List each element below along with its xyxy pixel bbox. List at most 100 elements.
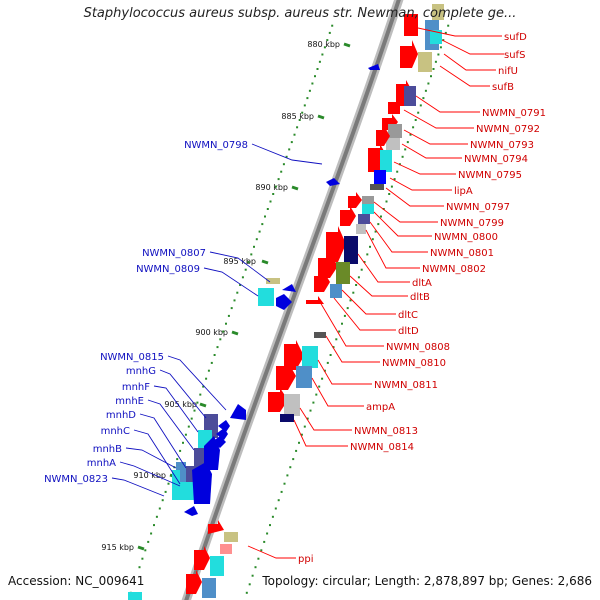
- outer-tick-dot-33: [374, 230, 377, 233]
- inner-tick-dot-62: [176, 458, 179, 461]
- major-tick-905: [199, 402, 207, 408]
- outer-tick-dot-65: [283, 482, 286, 485]
- label-NWMN_0813: NWMN_0813: [354, 426, 418, 437]
- label-NWMN_0798: NWMN_0798: [184, 140, 248, 151]
- leader-NWMN_0792: [403, 109, 474, 129]
- inner-tick-dot-69: [155, 515, 158, 518]
- gene-dltB: [318, 254, 338, 278]
- outer-tick-dot-26: [393, 178, 396, 181]
- inner-tick-dot-5: [331, 24, 334, 27]
- gene-khaki-top: [432, 4, 444, 20]
- gene-mnhA-b: [192, 462, 212, 504]
- label-NWMN_0800: NWMN_0800: [434, 232, 498, 243]
- outer-tick-dot-44: [343, 314, 346, 317]
- inner-tick-dot-68: [158, 507, 161, 510]
- gene-ampA: [276, 362, 296, 390]
- outer-tick-dot-47: [335, 338, 338, 341]
- outer-minor-ticks: [245, 24, 450, 594]
- leader-NWMN_0814: [293, 419, 348, 447]
- gene-NWMN_0811b: [302, 346, 318, 368]
- inner-tick-dot-6: [328, 31, 331, 34]
- leader-NWMN_0795: [393, 161, 456, 175]
- leader-NWMN_0798: [251, 143, 323, 165]
- inner-tick-dot-50: [210, 361, 213, 364]
- leader-mnhA: [119, 461, 181, 487]
- outer-tick-dot-56: [309, 409, 312, 412]
- gene-mnh-arrows-1: [218, 420, 230, 432]
- inner-tick-dot-28: [272, 193, 275, 195]
- outer-tick-dot-63: [289, 466, 292, 469]
- leader-ppi: [247, 545, 296, 559]
- inner-tick-dot-52: [205, 377, 208, 380]
- outer-tick-dot-27: [390, 185, 393, 188]
- outer-tick-dot-28: [388, 193, 391, 195]
- outer-tick-dot-23: [401, 155, 404, 158]
- inner-tick-dot-12: [314, 75, 316, 78]
- left-gene-labels: NWMN_0798 NWMN_0807 NWMN_0809 NWMN_0815 …: [44, 140, 248, 485]
- outer-tick-dot-9: [437, 53, 440, 56]
- gene-NWMN_0798: [326, 178, 340, 186]
- outer-tick-dot-15: [422, 97, 425, 100]
- outer-tick-dot-12: [430, 75, 432, 78]
- outer-tick-dot-52: [321, 377, 324, 380]
- inner-tick-dot-49: [213, 354, 216, 356]
- outer-tick-dot-64: [286, 474, 289, 477]
- tick-labels: 880 kbp 885 kbp 890 kbp 895 kbp 900 kbp …: [101, 40, 340, 552]
- label-mnhG: mnhG: [126, 366, 156, 377]
- label-NWMN_0823: NWMN_0823: [44, 474, 108, 485]
- leader-NWMN_0810: [325, 335, 380, 363]
- label-NWMN_0802: NWMN_0802: [422, 264, 486, 275]
- inner-tick-dot-35: [253, 245, 255, 248]
- inner-tick-dot-27: [274, 185, 277, 188]
- leader-mnhB: [125, 447, 177, 469]
- gene-mnh-arrows-2: [216, 428, 228, 440]
- inner-tick-dot-47: [219, 338, 222, 341]
- leader-mnhD: [139, 413, 187, 469]
- leader-dltD: [333, 297, 396, 331]
- inner-tick-dot-75: [138, 566, 141, 569]
- inner-tick-dot-20: [293, 133, 296, 136]
- leader-NWMN_0807: [209, 251, 271, 283]
- outer-tick-dot-8: [439, 46, 442, 49]
- inner-tick-dot-31: [264, 215, 266, 218]
- gene-NWMN_0811: [284, 340, 304, 370]
- leader-mnhC: [133, 429, 181, 485]
- outer-tick-dot-25: [396, 170, 399, 173]
- outer-tick-dot-61: [295, 449, 298, 452]
- inner-tick-dot-13: [311, 82, 314, 85]
- outer-tick-dot-50: [326, 361, 329, 364]
- tick-label-890: 890 kbp: [255, 183, 288, 192]
- gene-NWMN_0797: [374, 170, 386, 184]
- leader-NWMN_0797: [385, 187, 444, 207]
- label-ampA: ampA: [366, 402, 395, 413]
- inner-tick-dot-19: [296, 126, 299, 129]
- inner-tick-dot-15: [306, 97, 309, 100]
- label-NWMN_0795: NWMN_0795: [458, 170, 522, 181]
- gene-dltA: [326, 226, 346, 262]
- gene-NWMN_0792: [388, 102, 400, 114]
- outer-tick-dot-78: [245, 591, 248, 594]
- inner-tick-dot-61: [179, 449, 182, 452]
- outer-tick-dot-24: [398, 163, 401, 166]
- outer-tick-dot-76: [251, 574, 254, 577]
- leader-NWMN_0794: [401, 143, 462, 159]
- label-sufB: sufB: [492, 82, 514, 93]
- label-NWMN_0791: NWMN_0791: [482, 108, 546, 119]
- gene-rev-top: [368, 64, 380, 70]
- right-leaders: [247, 27, 504, 559]
- leader-NWMN_0815: [167, 355, 227, 411]
- inner-tick-dot-24: [282, 163, 285, 166]
- label-NWMN_0810: NWMN_0810: [382, 358, 446, 369]
- outer-tick-dot-13: [427, 82, 430, 85]
- label-NWMN_0814: NWMN_0814: [350, 442, 414, 453]
- inner-tick-dot-9: [321, 53, 324, 56]
- inner-tick-dot-14: [308, 89, 311, 92]
- inner-tick-dot-66: [164, 490, 167, 493]
- outer-tick-dot-38: [360, 268, 363, 271]
- label-NWMN_0793: NWMN_0793: [470, 140, 534, 151]
- gene-dltC: [314, 272, 330, 292]
- inner-tick-dot-40: [239, 284, 242, 286]
- gene-NWMN_0810: [314, 332, 326, 338]
- outer-tick-dot-68: [274, 507, 277, 510]
- outer-tick-dot-21: [406, 141, 409, 144]
